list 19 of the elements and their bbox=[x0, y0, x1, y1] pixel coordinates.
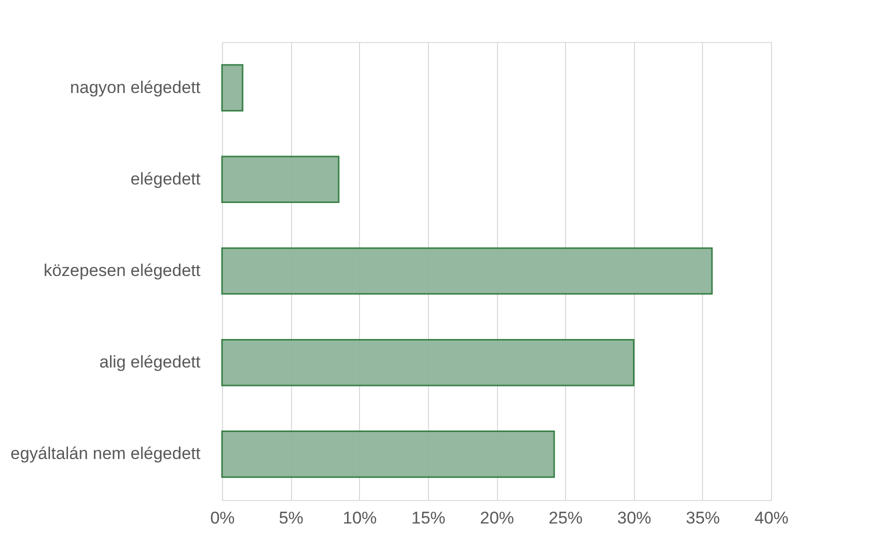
bar bbox=[221, 156, 340, 204]
x-tick-label: 25% bbox=[548, 508, 583, 528]
bar bbox=[221, 430, 555, 478]
x-tick-label: 5% bbox=[278, 508, 304, 528]
x-tick-label: 30% bbox=[617, 508, 652, 528]
y-tick-label: egyáltalán nem elégedett bbox=[10, 444, 201, 464]
x-tick-label: 35% bbox=[686, 508, 720, 528]
x-tick-label: 40% bbox=[754, 508, 789, 528]
x-tick-label: 0% bbox=[210, 508, 235, 528]
x-tick-label: 10% bbox=[342, 508, 377, 528]
y-tick-label: közepesen elégedett bbox=[44, 261, 201, 280]
y-tick-label: elégedett bbox=[130, 169, 201, 188]
x-tick-label: 20% bbox=[480, 508, 514, 528]
bar bbox=[221, 64, 244, 112]
x-tick-label: 15% bbox=[411, 508, 446, 528]
bar bbox=[221, 338, 634, 386]
y-tick-label: alig elégedett bbox=[99, 352, 201, 372]
y-tick-label: nagyon elégedett bbox=[70, 78, 201, 97]
bar bbox=[221, 247, 713, 295]
